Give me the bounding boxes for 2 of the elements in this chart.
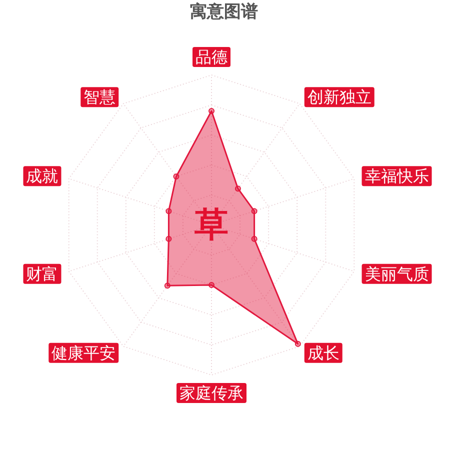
text: 草 (194, 204, 230, 246)
chart-title: 寓意图谱 (189, 2, 259, 22)
